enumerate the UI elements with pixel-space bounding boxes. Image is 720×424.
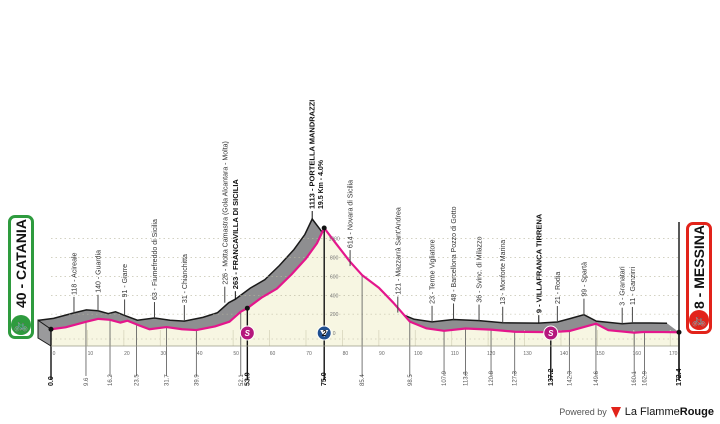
svg-text:2: 2 bbox=[321, 329, 327, 338]
bike-icon: 🚲 bbox=[11, 315, 31, 335]
x-tick-label: 60 bbox=[270, 351, 276, 357]
km-marker: 162.9 bbox=[642, 370, 648, 386]
footer: Powered by La FlammeRouge bbox=[559, 406, 714, 418]
x-tick-label: 40 bbox=[197, 351, 203, 357]
x-tick-label: 20 bbox=[124, 351, 130, 357]
climb-category-icon: 2 bbox=[316, 325, 332, 341]
km-marker: 85.4 bbox=[360, 374, 366, 386]
sprint-icon: S bbox=[239, 325, 255, 341]
svg-text:200: 200 bbox=[330, 312, 339, 318]
svg-text:S: S bbox=[548, 329, 554, 338]
x-tick-label: 70 bbox=[306, 351, 312, 357]
waypoint-label: 11 - Ganzirri bbox=[630, 267, 637, 305]
waypoint-label: 140 - Guardia bbox=[96, 250, 103, 293]
km-marker: 137.2 bbox=[548, 368, 555, 386]
svg-text:0: 0 bbox=[333, 331, 336, 337]
km-marker: 16.2 bbox=[108, 374, 114, 386]
km-marker: 39.9 bbox=[194, 374, 200, 386]
km-marker: 142.3 bbox=[567, 370, 573, 386]
km-marker: 23.5 bbox=[135, 374, 141, 386]
waypoint-label: 99 - Spartà bbox=[581, 262, 588, 297]
waypoint-label: 63 - Fiumefreddo di Sicilia bbox=[152, 219, 159, 300]
svg-text:1000: 1000 bbox=[329, 237, 340, 243]
waypoint-label: 13 - Monforte Marina bbox=[500, 240, 507, 305]
bike-icon: 🚲 bbox=[689, 310, 709, 330]
km-marker: 31.7 bbox=[164, 374, 170, 386]
powered-by-text: Powered by bbox=[559, 407, 607, 417]
x-tick-label: 110 bbox=[451, 351, 459, 357]
x-tick-label: 120 bbox=[487, 351, 496, 357]
sprint-icon: S bbox=[543, 325, 559, 341]
x-tick-label: 140 bbox=[560, 351, 569, 357]
km-marker: 127.3 bbox=[513, 370, 519, 386]
x-tick-label: 80 bbox=[343, 351, 349, 357]
svg-text:600: 600 bbox=[330, 274, 339, 280]
km-marker: 52.1 bbox=[239, 374, 245, 386]
km-marker: 120.8 bbox=[489, 370, 495, 386]
start-label: 40 - CATANIA bbox=[13, 219, 29, 308]
km-marker: 0.0 bbox=[48, 376, 55, 386]
x-tick-label: 100 bbox=[414, 351, 423, 357]
finish-badge: 8 - MESSINA 🚲 bbox=[686, 222, 712, 334]
waypoint-label: 9 - VILLAFRANCA TIRRENA bbox=[534, 213, 543, 313]
waypoint-label: 226 - Motta Camastra (Gola Alcantara - M… bbox=[222, 141, 229, 285]
waypoint-label: 263 - FRANCAVILLA DI SICILIA bbox=[231, 179, 240, 290]
km-marker: 149.6 bbox=[594, 370, 600, 386]
profile-area bbox=[51, 228, 679, 346]
waypoint-label: 48 - Barcellona Pozzo di Gotto bbox=[451, 206, 458, 301]
profile-shadow bbox=[38, 219, 679, 338]
svg-text:800: 800 bbox=[330, 256, 339, 262]
waypoint-label: 1113 - PORTELLA MANDRAZZI bbox=[308, 100, 317, 209]
waypoint-label: 3 - Granatari bbox=[620, 266, 627, 306]
waypoint-label: 21 - Rodia bbox=[555, 272, 562, 304]
x-tick-label: 170 bbox=[669, 351, 678, 357]
waypoint-label: 23 - Terme Vigliatore bbox=[430, 239, 437, 303]
start-badge: 40 - CATANIA 🚲 bbox=[8, 215, 34, 339]
waypoint-label: 614 - Novara di Sicilia bbox=[348, 180, 355, 248]
km-marker: 98.5 bbox=[408, 374, 414, 386]
finish-label: 8 - MESSINA bbox=[691, 224, 707, 309]
km-marker: 53.9 bbox=[244, 372, 251, 386]
waypoint-label: 121 - Mazzarrà Sant'Andrea bbox=[395, 207, 402, 294]
km-marker: 9.6 bbox=[84, 377, 90, 386]
x-tick-label: 130 bbox=[523, 351, 532, 357]
svg-text:400: 400 bbox=[330, 293, 339, 299]
km-marker: 113.8 bbox=[464, 371, 470, 386]
svg-text:S: S bbox=[245, 329, 251, 338]
road-line bbox=[50, 226, 680, 334]
waypoint-label: 31 - Chianchitta bbox=[182, 254, 189, 303]
x-tick-label: 10 bbox=[88, 351, 94, 357]
x-tick-label: 90 bbox=[379, 351, 385, 357]
km-marker: 160.1 bbox=[632, 370, 638, 386]
x-tick-label: 30 bbox=[160, 351, 166, 357]
x-tick-label: 160 bbox=[633, 351, 642, 357]
km-marker: 75.0 bbox=[321, 372, 328, 386]
x-tick-label: 50 bbox=[233, 351, 239, 357]
waypoint-label: 91 - Giarre bbox=[122, 264, 129, 298]
brand-name: La FlammeRouge bbox=[624, 406, 714, 418]
km-marker: 107.9 bbox=[442, 370, 448, 386]
x-tick-label: 150 bbox=[596, 351, 605, 357]
waypoint-label: 36 - Svinc. di Milazzo bbox=[477, 236, 484, 302]
svg-text:19.5 Km - 4.0%: 19.5 Km - 4.0% bbox=[318, 159, 325, 209]
waypoint-label: 118 - Acireale bbox=[71, 252, 78, 294]
x-tick-label: 0 bbox=[53, 351, 56, 357]
flag-logo-icon bbox=[610, 406, 621, 418]
